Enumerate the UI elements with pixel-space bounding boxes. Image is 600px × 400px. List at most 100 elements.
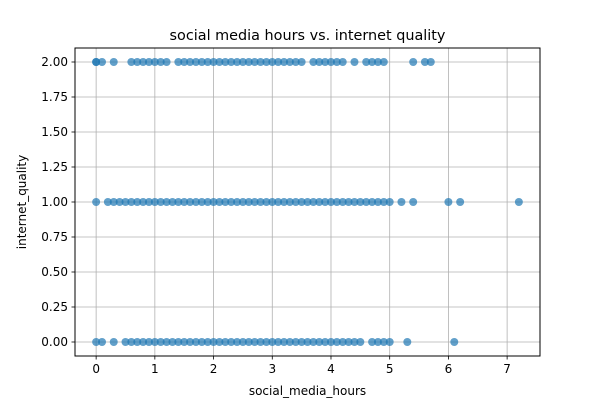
data-point [256,198,265,206]
data-point [227,198,236,206]
data-point [321,338,330,346]
data-point [274,58,283,66]
x-axis-label: social_media_hours [249,384,366,398]
data-point [150,58,159,66]
data-point [379,58,388,66]
data-point [144,198,153,206]
data-point [215,338,224,346]
data-point [280,198,289,206]
data-point [309,198,318,206]
data-point [297,58,306,66]
data-point [250,338,259,346]
data-point [133,198,142,206]
x-axis-ticks: 0 1 2 3 4 5 6 7 [92,356,511,376]
data-point [321,58,330,66]
data-point [156,338,165,346]
data-point [133,338,142,346]
data-point [215,198,224,206]
data-point [121,338,130,346]
data-point [238,58,247,66]
y-tick-label: 0.50 [41,265,68,279]
y-tick-label: 1.75 [41,90,68,104]
data-point [444,198,453,206]
data-point [285,198,294,206]
data-point [332,58,341,66]
x-tick-label: 3 [268,362,276,376]
data-point [350,58,359,66]
data-point [250,198,259,206]
y-tick-label: 0.75 [41,230,68,244]
data-point [139,338,148,346]
data-point [221,58,230,66]
data-point [197,58,206,66]
y-tick-label: 0.00 [41,335,68,349]
data-point [373,58,382,66]
data-point [174,58,183,66]
data-point [303,338,312,346]
data-point [144,338,153,346]
data-point [150,198,159,206]
data-point [133,58,142,66]
x-tick-label: 0 [92,362,100,376]
data-point [197,338,206,346]
data-point [256,58,265,66]
data-point [309,338,318,346]
data-point [268,338,277,346]
data-point [174,338,183,346]
data-point [303,198,312,206]
data-point [92,198,101,206]
data-point [162,58,171,66]
data-point [385,338,394,346]
data-point [109,58,118,66]
data-points [92,58,523,346]
data-point [109,198,118,206]
data-point [344,338,353,346]
x-tick-label: 6 [445,362,453,376]
y-tick-label: 1.00 [41,195,68,209]
data-point [332,198,341,206]
data-point [338,338,347,346]
data-point [285,338,294,346]
data-point [244,58,253,66]
data-point [233,338,242,346]
data-point [274,338,283,346]
data-point [368,338,377,346]
data-point [291,338,300,346]
data-point [285,58,294,66]
data-point [344,198,353,206]
data-point [98,58,107,66]
data-point [426,58,435,66]
data-point [450,338,459,346]
data-point [103,198,112,206]
data-point [373,338,382,346]
data-point [238,338,247,346]
data-point [180,338,189,346]
x-tick-label: 2 [210,362,218,376]
data-point [315,198,324,206]
data-point [233,198,242,206]
data-point [139,58,148,66]
data-point [121,198,130,206]
y-axis-ticks: 0.00 0.25 0.50 0.75 1.00 1.25 1.50 1.75 2.00 [41,55,75,349]
data-point [385,198,394,206]
data-point [262,58,271,66]
data-point [162,198,171,206]
data-point [332,338,341,346]
data-point [315,338,324,346]
y-tick-label: 2.00 [41,55,68,69]
data-point [168,338,177,346]
data-point [144,58,153,66]
data-point [215,58,224,66]
data-point [268,198,277,206]
data-point [221,338,230,346]
data-point [174,198,183,206]
data-point [262,198,271,206]
data-point [127,58,136,66]
data-point [262,338,271,346]
data-point [350,198,359,206]
data-point [191,198,200,206]
data-point [191,58,200,66]
chart-title: social media hours vs. internet quality [170,28,446,44]
data-point [250,58,259,66]
